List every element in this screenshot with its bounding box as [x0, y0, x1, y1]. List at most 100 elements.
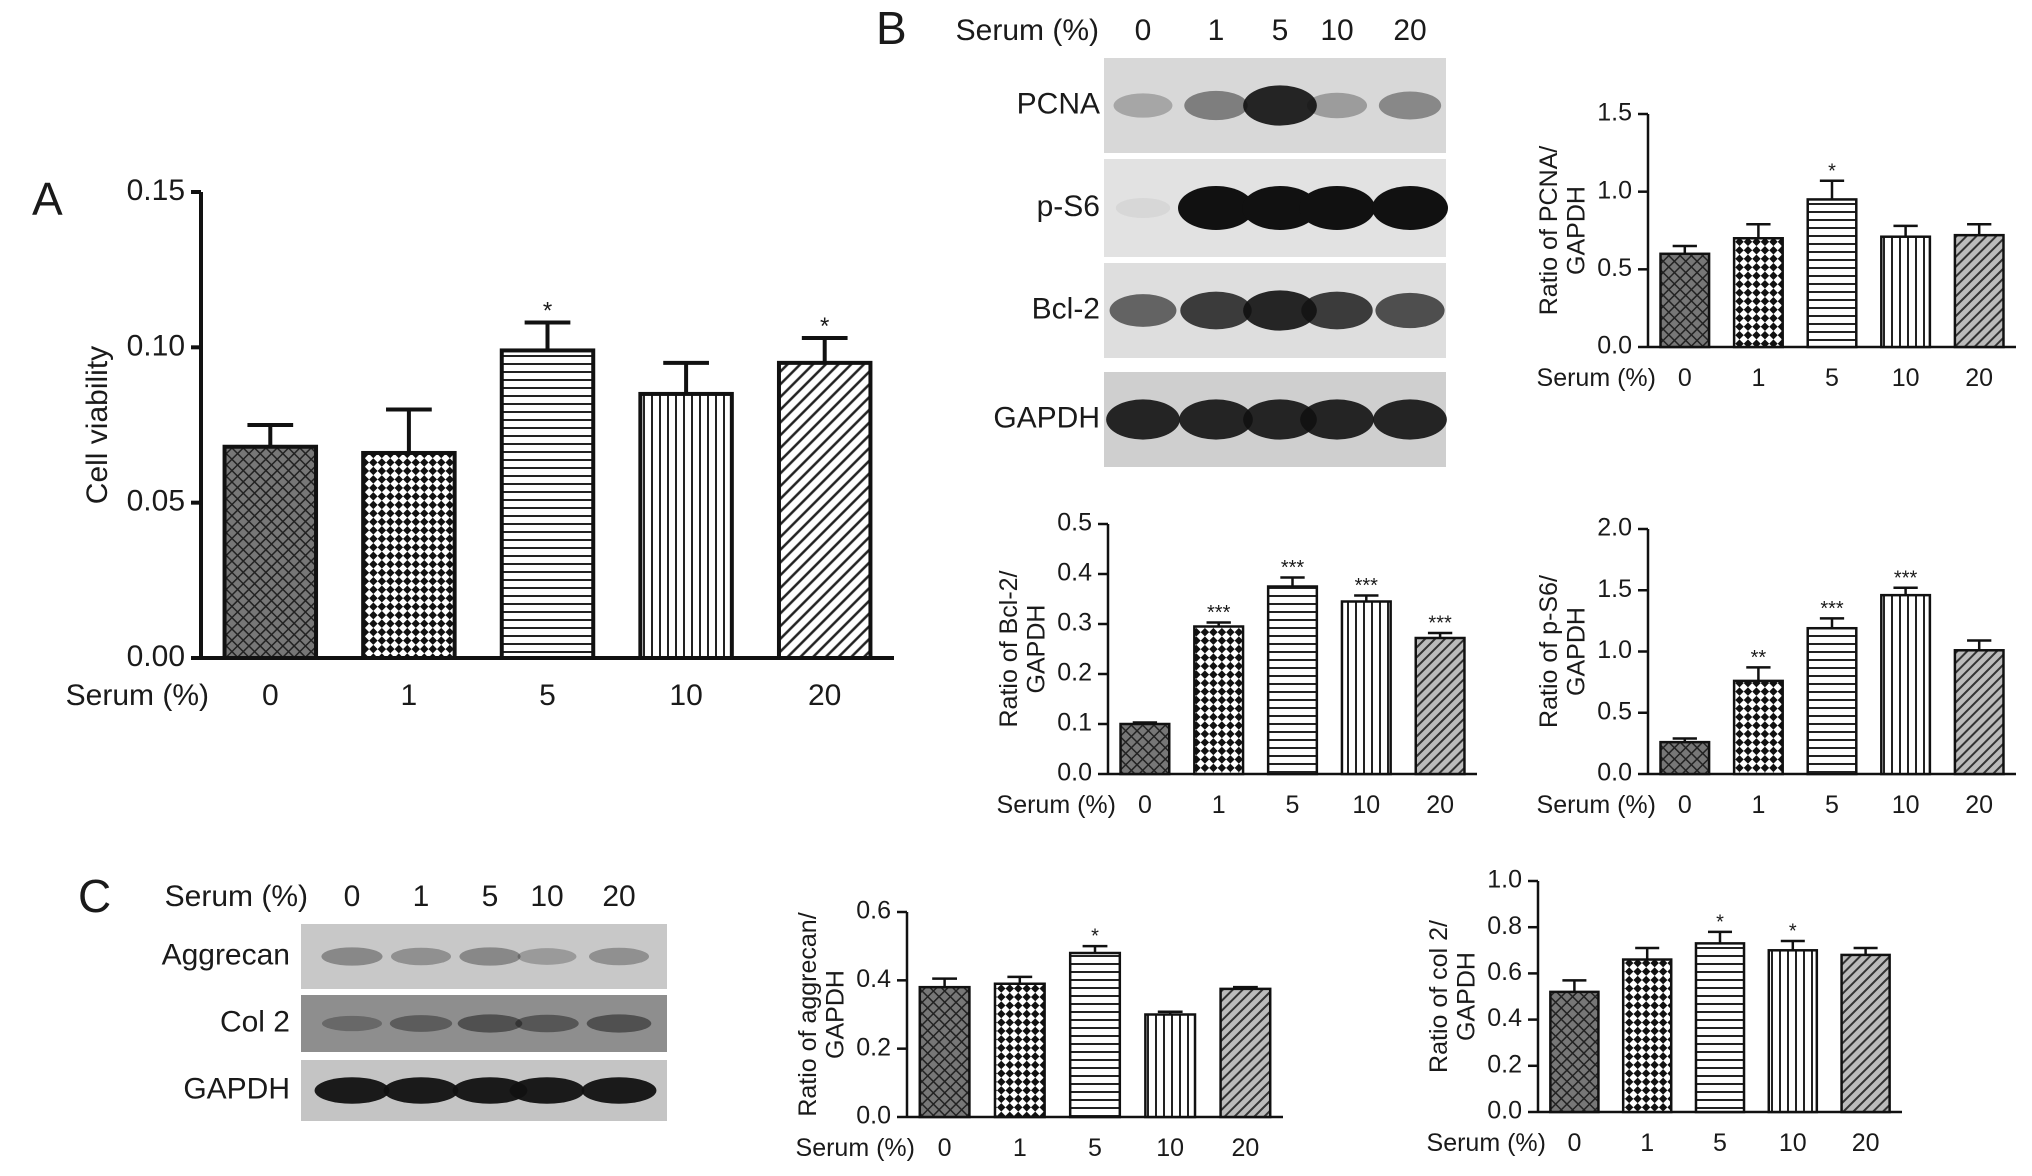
y-axis-label: GAPDH [822, 970, 850, 1059]
x-axis-label: Serum (%) [796, 1134, 915, 1162]
blot-band [459, 947, 521, 966]
y-tick-label: 0.0 [856, 1102, 891, 1130]
x-tick-label: 1 [1640, 1129, 1654, 1157]
y-axis-label: GAPDH [1563, 607, 1591, 696]
blot-band [390, 947, 452, 966]
bar [1880, 235, 1932, 349]
y-axis-label: Ratio of col 2/ [1425, 920, 1453, 1073]
y-tick-label: 0.4 [856, 965, 891, 993]
significance: * [1789, 921, 1797, 943]
blot-band [1179, 399, 1253, 440]
y-tick-label: 0.1 [1057, 709, 1092, 737]
blot-band [321, 947, 383, 966]
bar [1732, 237, 1784, 349]
lane-label: 5 [1272, 14, 1289, 47]
x-tick-label: 1 [1751, 364, 1765, 392]
y-tick-label: 0.2 [1057, 659, 1092, 687]
y-tick-label: 0.4 [1057, 559, 1092, 587]
x-tick-label: 1 [401, 679, 418, 712]
lane-label: 1 [413, 880, 430, 913]
x-tick-label: 5 [1825, 364, 1839, 392]
significance: * [1828, 160, 1836, 182]
x-tick-label: 10 [1892, 364, 1920, 392]
blot-band [1243, 399, 1317, 440]
blot-row-label: PCNA [1017, 87, 1100, 120]
lane-label: 0 [1135, 14, 1152, 47]
bar [1767, 949, 1819, 1114]
x-axis-label: Serum (%) [1537, 364, 1656, 392]
lane-label: 20 [602, 880, 635, 913]
y-tick-label: 0.5 [1597, 697, 1632, 725]
y-axis-label: Ratio of aggrecan/ [794, 912, 822, 1116]
bar [1953, 649, 2005, 776]
y-tick-label: 0.0 [1057, 759, 1092, 787]
bar [1144, 1013, 1197, 1119]
y-tick-label: 0.3 [1057, 609, 1092, 637]
lane-label: 10 [530, 880, 563, 913]
y-tick-label: 0.2 [1487, 1050, 1522, 1078]
bar [1880, 593, 1932, 776]
blot-band [1243, 290, 1317, 331]
bar [1806, 626, 1858, 776]
blot-header: Serum (%) [956, 14, 1099, 47]
panel-label: B [876, 2, 907, 54]
blot-band [314, 1077, 390, 1104]
lane-label: 0 [344, 880, 361, 913]
y-tick-label: 0.0 [1597, 759, 1632, 787]
x-tick-label: 20 [1852, 1129, 1880, 1157]
bar [1694, 942, 1746, 1114]
x-tick-label: 10 [669, 679, 702, 712]
x-tick-label: 20 [1965, 364, 1993, 392]
blot-header: Serum (%) [165, 880, 308, 913]
bar [1840, 953, 1891, 1114]
bar [361, 450, 457, 660]
panel-label: C [78, 870, 111, 922]
significance: *** [1820, 598, 1844, 620]
y-tick-label: 0.6 [1487, 958, 1522, 986]
significance: ** [1751, 647, 1767, 669]
significance: * [543, 297, 552, 324]
bar [1953, 233, 2005, 349]
y-tick-label: 2.0 [1597, 514, 1632, 542]
bar [1549, 990, 1600, 1114]
bar [499, 348, 596, 660]
bar [1193, 625, 1245, 776]
bar [1340, 600, 1392, 776]
bar [222, 444, 319, 660]
significance: *** [1894, 567, 1918, 589]
bar [918, 985, 971, 1119]
blot-band [588, 947, 650, 966]
blot-band [581, 1077, 657, 1104]
x-tick-label: 5 [539, 679, 556, 712]
bar [1621, 958, 1673, 1114]
blot-row-label: Bcl-2 [1032, 292, 1100, 325]
blot-band [515, 1014, 579, 1033]
y-axis-label: GAPDH [1453, 952, 1481, 1041]
y-axis-label: Ratio of Bcl-2/ [995, 570, 1023, 727]
blot-band [1184, 90, 1248, 121]
significance: * [1091, 926, 1099, 948]
x-tick-label: 1 [1212, 791, 1226, 819]
y-tick-label: 1.0 [1597, 636, 1632, 664]
x-tick-label: 5 [1713, 1129, 1727, 1157]
x-tick-label: 5 [1286, 791, 1300, 819]
blot-band [1299, 186, 1375, 230]
significance: * [820, 313, 829, 340]
y-tick-label: 0.8 [1487, 912, 1522, 940]
x-tick-label: 1 [1751, 791, 1765, 819]
x-tick-label: 20 [1231, 1134, 1259, 1162]
lane-label: 5 [482, 880, 499, 913]
blot-band [1372, 186, 1448, 230]
y-tick-label: 0.6 [856, 897, 891, 925]
bar [776, 360, 873, 660]
x-tick-label: 0 [1567, 1129, 1581, 1157]
lane-label: 20 [1393, 14, 1426, 47]
y-tick-label: 0.0 [1487, 1097, 1522, 1125]
x-tick-label: 5 [1088, 1134, 1102, 1162]
y-tick-label: 0.05 [127, 485, 185, 518]
blot-band [1180, 291, 1252, 330]
y-axis-label: GAPDH [1023, 605, 1051, 694]
blot-band [1242, 186, 1318, 230]
x-tick-label: 20 [1426, 791, 1454, 819]
y-tick-label: 0.00 [127, 640, 185, 673]
